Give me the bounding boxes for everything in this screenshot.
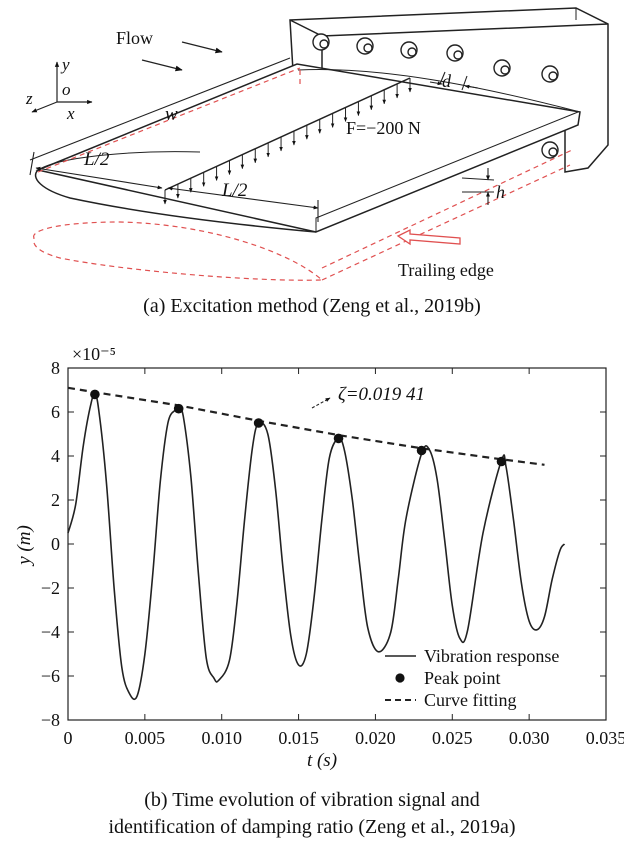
axis-x-label: x — [66, 104, 75, 123]
y-tick-label: −6 — [41, 666, 60, 686]
y-tick-label: 2 — [51, 490, 60, 510]
peak-point — [173, 403, 184, 414]
excitation-diagram: Flow y o z x w L/2 L/2 F=−200 N d h Trai… — [25, 7, 609, 317]
coordinate-axes — [31, 61, 93, 113]
d-label: d — [442, 71, 452, 91]
x-tick-label: 0 — [64, 728, 73, 748]
trailing-edge-label: Trailing edge — [398, 260, 494, 280]
x-axis-title: t (s) — [307, 750, 337, 771]
series-layer — [67, 386, 566, 701]
y-tick-label: 4 — [51, 446, 60, 466]
y-tick-label: −8 — [41, 710, 60, 730]
y-axis-title: y (m) — [14, 525, 35, 567]
legend-label-fitting: Curve fitting — [424, 690, 517, 710]
axis-y-label: y — [60, 55, 70, 74]
trailing-edge-arrow — [396, 228, 461, 246]
peak-point — [496, 456, 507, 467]
h-label: h — [496, 182, 505, 202]
x-tick-label: 0.035 — [586, 728, 624, 748]
y-tick-label: −2 — [41, 578, 60, 598]
load-line — [164, 77, 411, 191]
mounting-bolts — [312, 33, 559, 159]
flow-label: Flow — [116, 28, 153, 48]
y-tick-label: 8 — [51, 358, 60, 378]
half-length-label-2: L/2 — [221, 180, 248, 201]
panel-a-caption: (a) Excitation method (Zeng et al., 2019… — [143, 295, 481, 317]
x-tick-label: 0.010 — [201, 728, 242, 748]
x-tick-label: 0.015 — [278, 728, 319, 748]
annotation-arrow — [311, 397, 331, 409]
panel-b-caption-line1: (b) Time evolution of vibration signal a… — [144, 789, 480, 811]
legend-label-peak: Peak point — [424, 668, 501, 688]
axis-z-label: z — [25, 89, 33, 108]
vibration-chart: 8 6 4 2 0 −2 −4 −6 −8 0 0.005 0.010 0.015 0.020 0.025… — [14, 344, 624, 838]
plot-frame — [67, 367, 607, 721]
span-label: w — [165, 104, 178, 125]
curve-fitting-line — [67, 386, 545, 466]
chart-legend: Vibration response Peak point Curve fitt… — [385, 646, 559, 710]
force-label: F=−200 N — [346, 118, 421, 138]
y-tick-label: 6 — [51, 402, 60, 422]
legend-marker-peak — [395, 673, 405, 683]
panel-b-caption-line2: identification of damping ratio (Zeng et… — [108, 816, 515, 838]
peak-point — [416, 445, 427, 456]
x-tick-label: 0.025 — [432, 728, 473, 748]
half-length-label-1: L/2 — [83, 149, 110, 170]
peak-point — [333, 433, 344, 444]
dimension-lines — [29, 57, 495, 222]
damping-annotation: ζ=0.019 41 — [338, 384, 425, 405]
y-tick-label: −4 — [41, 622, 60, 642]
peak-point — [253, 418, 264, 428]
vibration-response-line — [67, 393, 566, 701]
x-tick-label: 0.020 — [355, 728, 396, 748]
y-axis: 8 6 4 2 0 −2 −4 −6 −8 — [41, 358, 606, 730]
flow-arrows — [141, 41, 223, 72]
distributed-load-arrows — [163, 78, 412, 205]
axis-o-label: o — [62, 80, 71, 99]
peak-point — [90, 389, 100, 400]
x-tick-label: 0.005 — [125, 728, 166, 748]
x-tick-label: 0.030 — [509, 728, 550, 748]
x-axis: 0 0.005 0.010 0.015 0.020 0.025 0.030 0.035 — [64, 368, 624, 748]
y-multiplier: ×10⁻⁵ — [72, 344, 116, 364]
legend-label-vibration: Vibration response — [424, 646, 559, 666]
y-tick-label: 0 — [51, 534, 60, 554]
deformed-wing-outline — [33, 67, 573, 281]
